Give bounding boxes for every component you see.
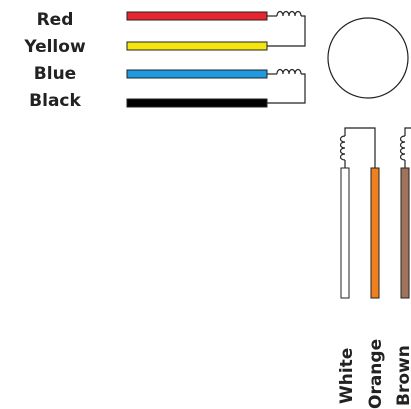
wire-brown bbox=[400, 167, 410, 299]
wire-label-red: Red bbox=[37, 10, 74, 30]
wire-blue bbox=[126, 69, 268, 79]
wire-label-white: White bbox=[337, 348, 357, 404]
wire-label-blue: Blue bbox=[34, 64, 76, 84]
wire-label-black: Black bbox=[29, 91, 81, 111]
coil-icon bbox=[339, 127, 376, 168]
coil-icon bbox=[399, 127, 411, 168]
wire-orange bbox=[370, 167, 380, 299]
wire-white bbox=[340, 167, 350, 299]
motor-circle-icon bbox=[327, 17, 409, 99]
coil-icon bbox=[267, 10, 306, 47]
wire-label-orange: Orange bbox=[366, 339, 386, 409]
coil-icon bbox=[267, 68, 306, 104]
wire-yellow bbox=[126, 41, 268, 51]
wire-red bbox=[126, 11, 268, 21]
wire-label-brown: Brown bbox=[394, 345, 411, 406]
wire-label-yellow: Yellow bbox=[23, 37, 86, 57]
wire-black bbox=[126, 98, 268, 108]
